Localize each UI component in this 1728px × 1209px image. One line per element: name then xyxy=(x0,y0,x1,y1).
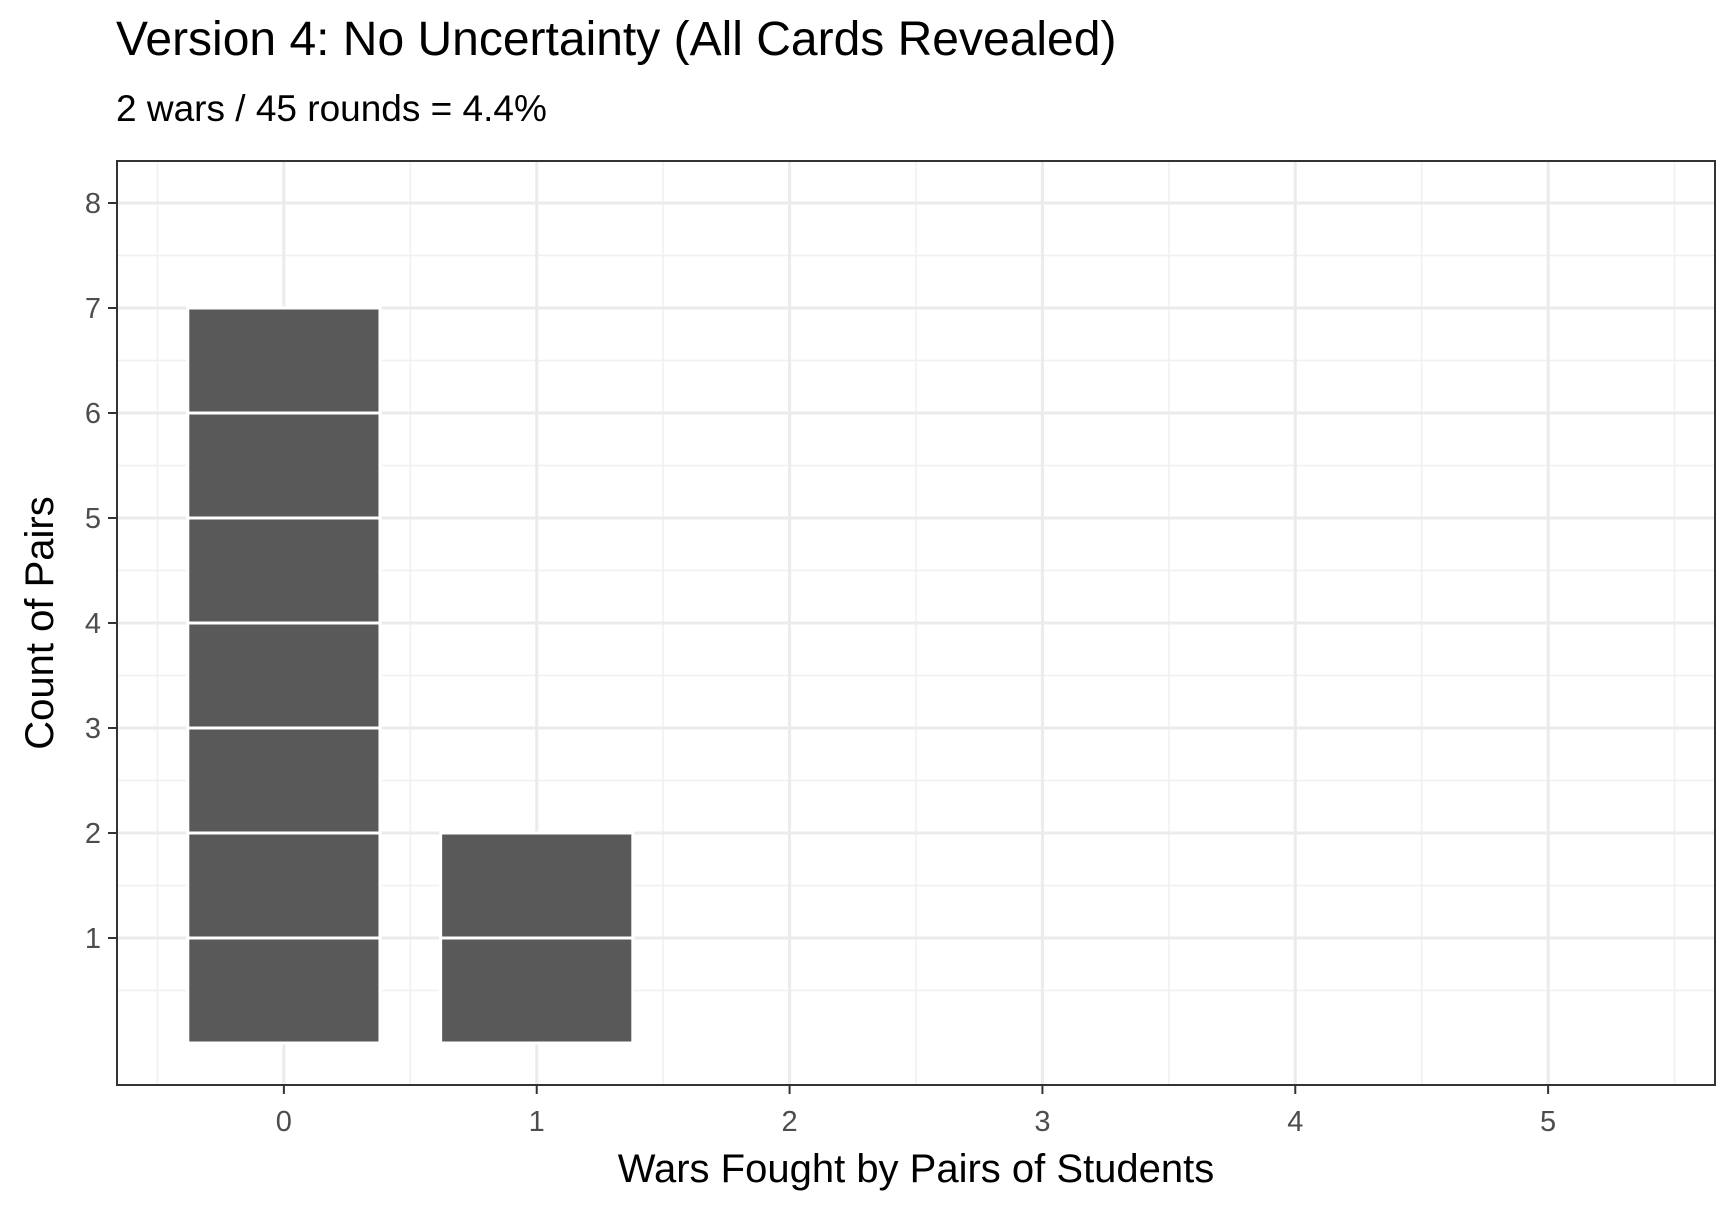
bar-segment xyxy=(186,621,382,730)
axis-ticks xyxy=(108,202,1550,1094)
y-tick-label: 4 xyxy=(85,608,101,640)
x-tick-label: 2 xyxy=(782,1106,798,1138)
x-tick-label: 1 xyxy=(529,1106,545,1138)
chart-title: Version 4: No Uncertainty (All Cards Rev… xyxy=(116,13,1117,66)
bar-segment xyxy=(186,936,382,1045)
y-tick-label: 7 xyxy=(85,293,101,325)
y-axis-tick-labels: 1 2 3 4 5 6 7 8 xyxy=(85,188,101,955)
bar-segment xyxy=(186,726,382,835)
x-axis-title: Wars Fought by Pairs of Students xyxy=(618,1147,1215,1191)
x-axis-tick-labels: 0 1 2 3 4 5 xyxy=(276,1106,1556,1138)
y-axis-title: Count of Pairs xyxy=(18,496,62,749)
y-tick-label: 6 xyxy=(85,398,101,430)
y-tick-label: 1 xyxy=(85,923,101,955)
y-tick-label: 8 xyxy=(85,188,101,220)
bar-segment xyxy=(186,306,382,415)
bars xyxy=(186,306,635,1045)
chart-subtitle: 2 wars / 45 rounds = 4.4% xyxy=(116,88,547,129)
y-tick-label: 3 xyxy=(85,713,101,745)
x-tick-label: 5 xyxy=(1540,1106,1556,1138)
bar-segment xyxy=(439,831,635,940)
x-tick-label: 4 xyxy=(1287,1106,1303,1138)
bar-segment xyxy=(186,831,382,940)
bar-segment xyxy=(439,936,635,1045)
bar-segment xyxy=(186,516,382,625)
y-tick-label: 5 xyxy=(85,503,101,535)
x-tick-label: 3 xyxy=(1034,1106,1050,1138)
x-tick-label: 0 xyxy=(276,1106,292,1138)
bar-segment xyxy=(186,411,382,520)
y-tick-label: 2 xyxy=(85,818,101,850)
